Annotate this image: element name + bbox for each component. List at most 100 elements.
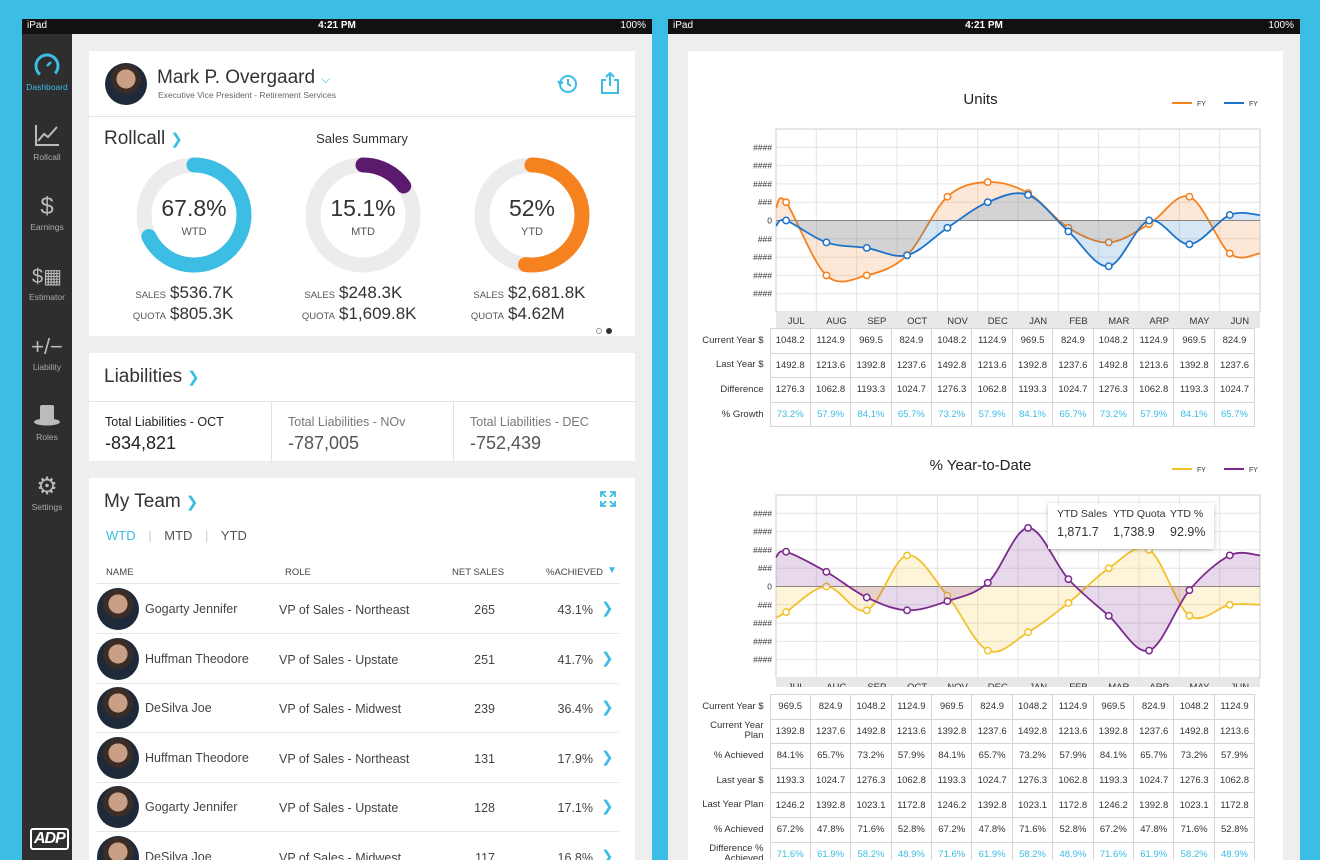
member-achieved: 41.7%	[557, 652, 593, 667]
tab-mtd[interactable]: MTD	[164, 528, 193, 543]
data-point[interactable]	[983, 578, 992, 587]
table-cell: 1276.3	[1092, 377, 1135, 403]
ytd-chart[interactable]: ###############0###############JULAUGSEP…	[688, 457, 1283, 687]
table-row: Difference 1276.3 1062.8 1193.3 1024.7 1276.3…	[692, 377, 1256, 403]
team-row[interactable]: Gogarty Jennifer VP of Sales - Upstate 128…	[97, 783, 619, 832]
table-cell: 824.9	[971, 694, 1013, 720]
liability-nov[interactable]: Total Liabilities - NOv -787,005	[271, 401, 453, 463]
data-point[interactable]	[862, 271, 871, 280]
data-point[interactable]	[862, 244, 871, 252]
table-cell: 47.8%	[809, 816, 852, 843]
data-point[interactable]	[1185, 240, 1194, 249]
quota-value: QUOTA $1,609.8K	[301, 304, 417, 323]
data-point[interactable]	[782, 216, 791, 225]
data-point[interactable]	[903, 606, 912, 615]
data-point[interactable]	[782, 198, 791, 207]
sort-desc-icon[interactable]: ▼	[607, 565, 617, 576]
data-point[interactable]	[782, 547, 791, 556]
liability-dec[interactable]: Total Liabilities - DEC -752,439	[453, 401, 635, 463]
data-point[interactable]	[1064, 575, 1073, 584]
chevron-right-icon[interactable]: ❯	[601, 649, 614, 667]
sidebar-item-earnings[interactable]: $ Earnings	[22, 192, 72, 254]
data-point[interactable]	[782, 608, 791, 617]
data-point[interactable]	[1225, 249, 1234, 258]
data-point[interactable]	[983, 198, 992, 207]
my-team-link[interactable]: My Team ❯	[104, 491, 199, 512]
rollcall-link[interactable]: Rollcall ❯	[104, 128, 183, 149]
data-point[interactable]	[943, 192, 952, 201]
col-role[interactable]: ROLE	[285, 567, 311, 578]
expand-icon[interactable]	[599, 490, 617, 513]
data-point[interactable]	[943, 223, 952, 232]
donut-mtd[interactable]: 15.1% MTD SALES $248.3K QUOTA $1,609.8K	[301, 155, 453, 325]
data-point[interactable]	[983, 646, 992, 655]
sidebar-item-estimator[interactable]: $▦ Estimator	[22, 262, 72, 324]
table-cell: 1124.9	[1052, 694, 1094, 720]
data-point[interactable]	[1064, 227, 1073, 236]
sidebar-item-dashboard[interactable]: Dashboard	[22, 52, 72, 114]
data-point[interactable]	[1104, 611, 1113, 620]
data-point[interactable]	[822, 567, 831, 576]
data-point[interactable]	[1225, 211, 1234, 219]
col-achieved[interactable]: %ACHIEVED	[546, 567, 604, 578]
chevron-right-icon[interactable]: ❯	[601, 798, 614, 815]
tab-ytd[interactable]: YTD	[220, 528, 247, 543]
data-point[interactable]	[1104, 238, 1113, 247]
rollcall-card: Mark P. Overgaard ⌵ Executive Vice Presid…	[89, 51, 635, 336]
data-point[interactable]	[1185, 192, 1194, 201]
team-row[interactable]: Gogarty Jennifer VP of Sales - Northeast 2…	[97, 585, 619, 634]
table-cell: 1023.1	[1173, 792, 1215, 818]
col-net-sales[interactable]: NET SALES	[452, 567, 505, 578]
profile-name[interactable]: Mark P. Overgaard ⌵	[157, 67, 331, 88]
data-point[interactable]	[1064, 599, 1073, 607]
history-icon[interactable]	[557, 73, 579, 100]
data-point[interactable]	[903, 551, 912, 560]
chevron-right-icon[interactable]: ❯	[601, 847, 614, 860]
table-cell: 1492.8	[1173, 718, 1215, 745]
share-icon[interactable]	[600, 71, 620, 100]
data-point[interactable]	[903, 251, 912, 260]
donut-ytd[interactable]: 52% YTD SALES $2,681.8K QUOTA $4.62M	[471, 155, 622, 325]
data-point[interactable]	[822, 238, 831, 247]
data-point[interactable]	[983, 178, 992, 187]
data-point[interactable]	[1104, 564, 1113, 573]
data-point[interactable]	[1104, 262, 1113, 271]
series-area	[776, 193, 1260, 267]
col-name[interactable]: NAME	[106, 567, 134, 578]
data-point[interactable]	[862, 606, 871, 615]
sidebar-item-settings[interactable]: ⚙ Settings	[22, 472, 72, 534]
data-point[interactable]	[1024, 628, 1033, 637]
data-point[interactable]	[1145, 216, 1154, 225]
y-tick-label: ####	[753, 636, 772, 646]
data-point[interactable]	[943, 597, 952, 606]
x-tick-label: FEB	[1069, 316, 1087, 327]
team-row[interactable]: Huffman Theodore VP of Sales - Upstate 251…	[97, 635, 619, 684]
y-tick-label: ###	[758, 600, 772, 610]
tab-wtd[interactable]: WTD	[106, 528, 136, 543]
chevron-right-icon[interactable]: ❯	[601, 600, 614, 617]
chevron-right-icon[interactable]: ❯	[601, 748, 614, 766]
data-point[interactable]	[1225, 551, 1234, 560]
donut-wtd[interactable]: 67.8% WTD SALES $536.7K QUOTA $805.3K	[133, 155, 284, 325]
page-indicator[interactable]	[596, 321, 613, 339]
data-point[interactable]	[1225, 600, 1234, 609]
sidebar-item-liability[interactable]: +/− Liability	[22, 332, 72, 394]
data-point[interactable]	[822, 582, 831, 591]
data-point[interactable]	[1024, 523, 1033, 532]
data-point[interactable]	[822, 271, 831, 280]
data-point[interactable]	[1185, 586, 1194, 595]
team-row[interactable]: DeSilva Joe VP of Sales - Midwest 117 16.8%…	[97, 833, 619, 860]
data-point[interactable]	[1024, 190, 1033, 199]
liability-oct[interactable]: Total Liabilities - OCT -834,821	[89, 401, 271, 463]
data-point[interactable]	[862, 593, 871, 602]
units-chart[interactable]: ###############0###############JUL AUG SEP…	[688, 91, 1283, 351]
data-point[interactable]	[1185, 611, 1194, 620]
x-tick-label: JUL	[788, 682, 805, 687]
chevron-right-icon[interactable]: ❯	[601, 699, 614, 716]
data-point[interactable]	[1145, 646, 1154, 655]
team-row[interactable]: DeSilva Joe VP of Sales - Midwest 239 36.4%…	[97, 684, 619, 733]
sidebar-item-rollcall[interactable]: Rollcall	[22, 122, 72, 184]
liabilities-link[interactable]: Liabilities ❯	[104, 366, 200, 387]
team-row[interactable]: Huffman Theodore VP of Sales - Northeast 1…	[97, 734, 619, 783]
sidebar-item-roles[interactable]: Roles	[22, 402, 72, 464]
